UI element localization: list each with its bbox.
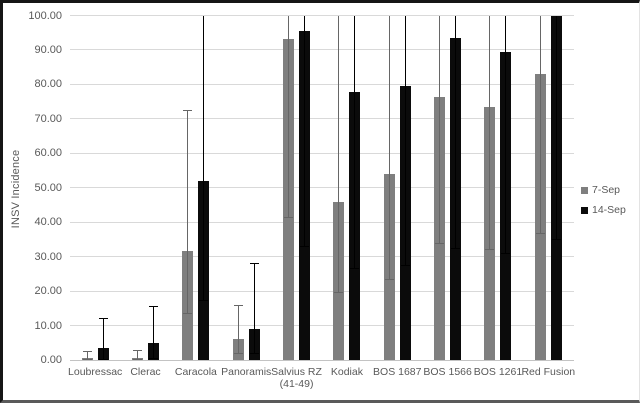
error-bar-cap-top (98, 317, 108, 319)
y-tick-label: 40.00 (34, 216, 62, 229)
error-bar-cap-top (82, 351, 92, 353)
gridline (70, 187, 574, 189)
error-bar-cap-top (133, 350, 143, 351)
error-bar-cap-bottom (501, 253, 511, 255)
x-category-label: Salvius RZ (41-49) (271, 366, 322, 390)
x-category-label: BOS 1261 (473, 366, 523, 378)
legend-entry-14sep: 14-Sep (581, 204, 626, 216)
x-category-label: Kodiak (330, 366, 363, 378)
error-bar-cap-bottom (350, 268, 360, 270)
legend-label-7sep: 7-Sep (592, 184, 621, 196)
error-bar-line (153, 305, 155, 359)
error-bar-cap-bottom (82, 358, 92, 360)
gridline (70, 49, 574, 51)
x-category-label: BOS 1566 (423, 366, 472, 378)
x-axis-line (70, 359, 574, 361)
y-tick-label: 50.00 (34, 181, 62, 194)
error-bar-line (187, 109, 189, 313)
error-bar-cap-bottom (149, 358, 159, 360)
y-tick-label: 80.00 (34, 78, 62, 91)
legend-entry-7sep: 7-Sep (581, 184, 626, 196)
error-bar-cap-top (249, 262, 259, 264)
error-bar-cap-top (233, 304, 243, 306)
error-bar-line (203, 15, 205, 301)
gridline (70, 83, 574, 85)
gridline (70, 118, 574, 120)
gridline (70, 152, 574, 154)
x-category-label: Panoramis (221, 366, 272, 378)
y-tick-label: 0.00 (40, 354, 62, 366)
error-bar-line (288, 15, 290, 217)
error-bar-line (86, 351, 88, 359)
y-tick-label: 70.00 (34, 112, 62, 125)
error-bar-cap-bottom (284, 216, 294, 218)
error-bar-cap-top (149, 305, 159, 307)
error-bar-cap-bottom (551, 239, 561, 241)
error-bar-cap-bottom (384, 279, 394, 281)
gridline (70, 221, 574, 223)
error-bar-line (439, 15, 441, 244)
error-bar-cap-bottom (98, 358, 108, 360)
legend-label-14sep: 14-Sep (592, 204, 626, 216)
error-bar-cap-bottom (535, 232, 545, 234)
y-tick-label: 90.00 (34, 43, 62, 56)
error-bar-line (539, 15, 541, 233)
error-bar-cap-bottom (233, 353, 243, 355)
x-category-label: Caracola (174, 366, 217, 378)
error-bar-line (253, 262, 255, 353)
gridline (70, 325, 574, 327)
y-tick-label: 20.00 (34, 285, 62, 298)
error-bar-line (338, 15, 340, 292)
gridline (70, 256, 574, 258)
y-tick-label: 100.00 (28, 9, 62, 22)
error-bar-line (137, 350, 139, 359)
error-bar-cap-bottom (451, 248, 461, 250)
x-category-label: Clerac (130, 366, 161, 378)
error-bar-cap-bottom (334, 291, 344, 293)
error-bar-line (555, 15, 557, 240)
error-bar-cap-top (183, 109, 193, 111)
x-category-label: BOS 1687 (373, 366, 422, 378)
error-bar-line (354, 15, 356, 269)
legend-swatch-7sep-icon (581, 186, 588, 194)
error-bar-cap-bottom (249, 352, 259, 354)
y-tick-label: 10.00 (34, 319, 62, 332)
gridline (70, 290, 574, 292)
error-bar-cap-bottom (435, 243, 445, 245)
legend: 7-Sep 14-Sep (581, 184, 626, 224)
error-bar-line (505, 15, 507, 254)
error-bar-line (455, 15, 457, 249)
error-bar-line (388, 15, 390, 280)
error-bar-cap-bottom (400, 264, 410, 266)
y-tick-label: 60.00 (34, 147, 62, 160)
y-tick-label: 30.00 (34, 250, 62, 263)
error-bar-cap-bottom (300, 245, 310, 247)
error-bar-cap-bottom (485, 249, 495, 251)
x-category-label: Red Fusion (521, 366, 576, 378)
error-bar-cap-bottom (183, 312, 193, 314)
error-bar-cap-bottom (133, 358, 143, 360)
error-bar-line (404, 15, 406, 265)
legend-swatch-14sep-icon (581, 206, 588, 214)
error-bar-line (489, 15, 491, 250)
x-category-label: Loubressac (68, 366, 123, 378)
error-bar-line (237, 304, 239, 354)
error-bar-line (304, 15, 306, 246)
error-bar-cap-bottom (199, 300, 209, 302)
error-bar-line (102, 317, 104, 359)
gridline (70, 15, 574, 16)
